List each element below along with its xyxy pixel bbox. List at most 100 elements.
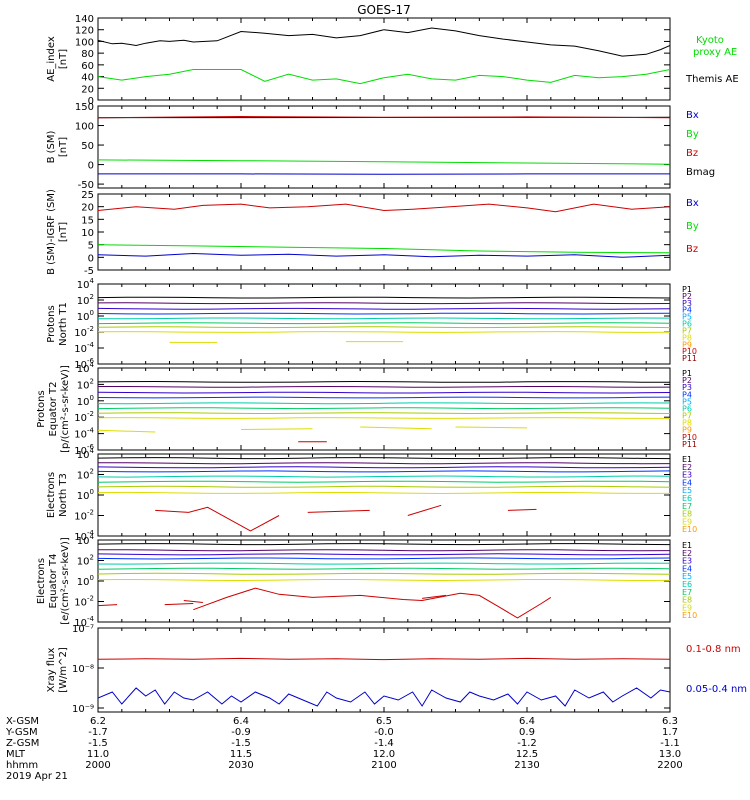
channel-fragment-1 bbox=[240, 428, 313, 430]
y-tick-label: 10-2 bbox=[74, 509, 94, 523]
y-tick-label: 0 bbox=[88, 253, 94, 264]
axis-value: -1.5 bbox=[231, 738, 251, 749]
axis-row-label: hhmm bbox=[6, 760, 38, 771]
channel-line-7 bbox=[98, 578, 670, 582]
legend-entry: P3 bbox=[682, 299, 692, 308]
y-tick-label: 10-2 bbox=[74, 325, 94, 339]
panel-frame bbox=[97, 193, 671, 271]
y-tick-label: 10 bbox=[81, 228, 94, 239]
y-axis-label: Xray flux bbox=[46, 648, 57, 693]
y-tick-label: 20 bbox=[81, 84, 94, 95]
panel-frame bbox=[97, 627, 671, 713]
y-tick-label: 104 bbox=[77, 277, 95, 291]
axis-row-label: X-GSM bbox=[6, 716, 39, 727]
axis-value: -0.9 bbox=[231, 727, 251, 738]
y-tick-label: 10-2 bbox=[74, 595, 94, 609]
legend-entry: E1 bbox=[682, 541, 692, 550]
axis-value: -1.1 bbox=[660, 738, 680, 749]
axis-value: 11.5 bbox=[230, 749, 252, 760]
channel-line-3 bbox=[98, 312, 670, 315]
legend-entry: 0.05-0.4 nm bbox=[686, 684, 747, 695]
legend-entry: Bz bbox=[686, 244, 698, 255]
axis-value: 2030 bbox=[228, 760, 253, 771]
y-axis-label: Electrons bbox=[46, 472, 57, 518]
legend-entry: E5 bbox=[682, 572, 692, 581]
axis-value: -0.0 bbox=[374, 727, 394, 738]
y-tick-label: 10⁻⁷ bbox=[72, 624, 94, 635]
y-tick-label: 100 bbox=[77, 394, 94, 408]
y-tick-label: 120 bbox=[75, 26, 94, 37]
channel-line-2 bbox=[98, 391, 670, 394]
legend-entry: E8 bbox=[682, 596, 692, 605]
legend-entry: Themis AE bbox=[685, 74, 739, 85]
y-tick-label: 10⁻⁸ bbox=[72, 664, 94, 675]
axis-value: 2130 bbox=[514, 760, 539, 771]
legend-entry: Bz bbox=[686, 148, 698, 159]
axis-value: 2200 bbox=[657, 760, 682, 771]
legend-entry: P1 bbox=[682, 285, 692, 294]
channel-line-2 bbox=[98, 307, 670, 310]
axis-row-label: Z-GSM bbox=[6, 738, 39, 749]
series-line-1 bbox=[98, 69, 670, 85]
channel-fragment-0 bbox=[155, 506, 280, 532]
y-axis-label: Equator T2 bbox=[48, 382, 59, 437]
legend-entry: E1 bbox=[682, 455, 692, 464]
y-axis-label: [p/(cm²-s-sr-keV)] bbox=[60, 365, 71, 453]
y-tick-label: 140 bbox=[75, 14, 94, 25]
y-axis-label: AE_index bbox=[46, 36, 57, 82]
axis-row-label: MLT bbox=[6, 749, 26, 760]
legend-entry: E9 bbox=[682, 603, 692, 612]
panel-frame bbox=[97, 367, 671, 451]
legend-entry: P9 bbox=[682, 426, 692, 435]
axis-value: 6.5 bbox=[376, 716, 392, 727]
channel-line-4 bbox=[98, 317, 670, 320]
series-line-1 bbox=[98, 115, 670, 119]
channel-line-6 bbox=[98, 572, 670, 575]
y-tick-label: 10⁻⁹ bbox=[72, 704, 94, 715]
series-group bbox=[98, 27, 670, 85]
channel-line-4 bbox=[98, 562, 670, 565]
legend-entry: By bbox=[686, 221, 699, 232]
panel-bsm: 150 100 50 0 -50 B (SM) [nT] Bx By Bz Bmag bbox=[46, 102, 715, 191]
channel-fragment-3 bbox=[455, 426, 528, 429]
y-tick-label: 10-2 bbox=[74, 410, 94, 424]
legend-entry: P10 bbox=[682, 433, 697, 442]
legend-entry: Kyoto bbox=[696, 35, 724, 46]
y-tick-label: 60 bbox=[81, 61, 94, 72]
channel-line-0 bbox=[98, 457, 670, 460]
channel-fragment-4 bbox=[422, 594, 447, 599]
panel-frame bbox=[97, 17, 671, 101]
axis-value: 6.4 bbox=[519, 716, 535, 727]
legend-entry: E10 bbox=[682, 525, 697, 534]
y-axis-label: Protons bbox=[36, 390, 47, 427]
legend-entry: P6 bbox=[682, 320, 692, 329]
channel-line-1 bbox=[98, 385, 670, 388]
y-tick-label: 20 bbox=[81, 203, 94, 214]
legend-entry: P9 bbox=[682, 340, 692, 349]
plot-title: GOES-17 bbox=[357, 3, 411, 17]
channel-line-5 bbox=[98, 480, 670, 483]
series-group bbox=[98, 457, 670, 532]
y-axis-label: [nT] bbox=[58, 222, 69, 242]
y-tick-label: 50 bbox=[81, 141, 94, 152]
channel-fragment-2 bbox=[407, 504, 442, 516]
channel-line-7 bbox=[98, 491, 670, 495]
axis-value: -1.5 bbox=[88, 738, 108, 749]
legend-entry: proxy AE bbox=[693, 47, 737, 58]
legend-entry: P3 bbox=[682, 383, 692, 392]
y-axis-label: [W/m^2] bbox=[58, 647, 69, 693]
y-tick-label: 102 bbox=[77, 293, 94, 307]
legend-entry: E4 bbox=[682, 478, 692, 487]
y-axis-label: Protons bbox=[46, 305, 57, 342]
legend-entry: E7 bbox=[682, 502, 692, 511]
channel-line-5 bbox=[98, 407, 670, 410]
y-axis-label: [e/(cm²-s-sr-keV)] bbox=[60, 537, 71, 625]
y-axis-label: [nT] bbox=[58, 137, 69, 157]
channel-fragment-2 bbox=[360, 426, 432, 430]
legend-entry: 0.1-0.8 nm bbox=[686, 644, 741, 655]
legend-entry: P8 bbox=[682, 333, 692, 342]
